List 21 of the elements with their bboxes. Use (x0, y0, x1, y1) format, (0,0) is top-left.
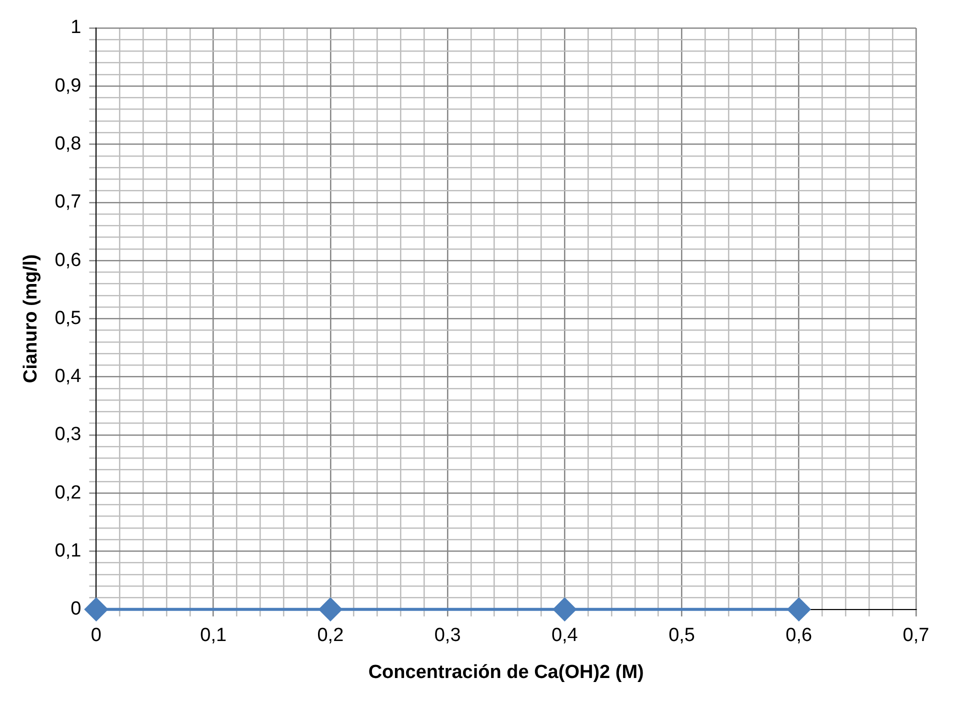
x-tick-label: 0,5 (668, 625, 695, 646)
y-tick-label: 0 (70, 598, 82, 620)
x-tick-label: 0,1 (200, 625, 227, 646)
y-tick-label: 0,6 (54, 250, 82, 271)
x-tick-label: 0,3 (434, 625, 461, 646)
y-tick-label: 0,2 (54, 482, 82, 504)
x-tick-label: 0 (90, 625, 102, 646)
y-tick-label: 0,9 (54, 75, 82, 96)
y-tick-label: 0,7 (54, 192, 82, 213)
y-tick-label: 0,5 (54, 308, 82, 329)
y-tick-label: 0,1 (54, 540, 82, 562)
y-tick-label: 0,8 (54, 134, 82, 155)
x-axis-title: Concentración de Ca(OH)2 (M) (368, 662, 644, 683)
x-tick-label: 0,7 (902, 625, 930, 646)
y-tick-label: 1 (70, 17, 82, 38)
y-axis-title: Cianuro (mg/l) (20, 254, 42, 384)
x-tick-label: 0,4 (551, 625, 578, 646)
x-tick-label: 0,2 (317, 625, 344, 646)
y-tick-label: 0,3 (54, 424, 82, 446)
x-tick-label: 0,6 (786, 625, 812, 646)
y-tick-label: 0,4 (54, 366, 82, 388)
